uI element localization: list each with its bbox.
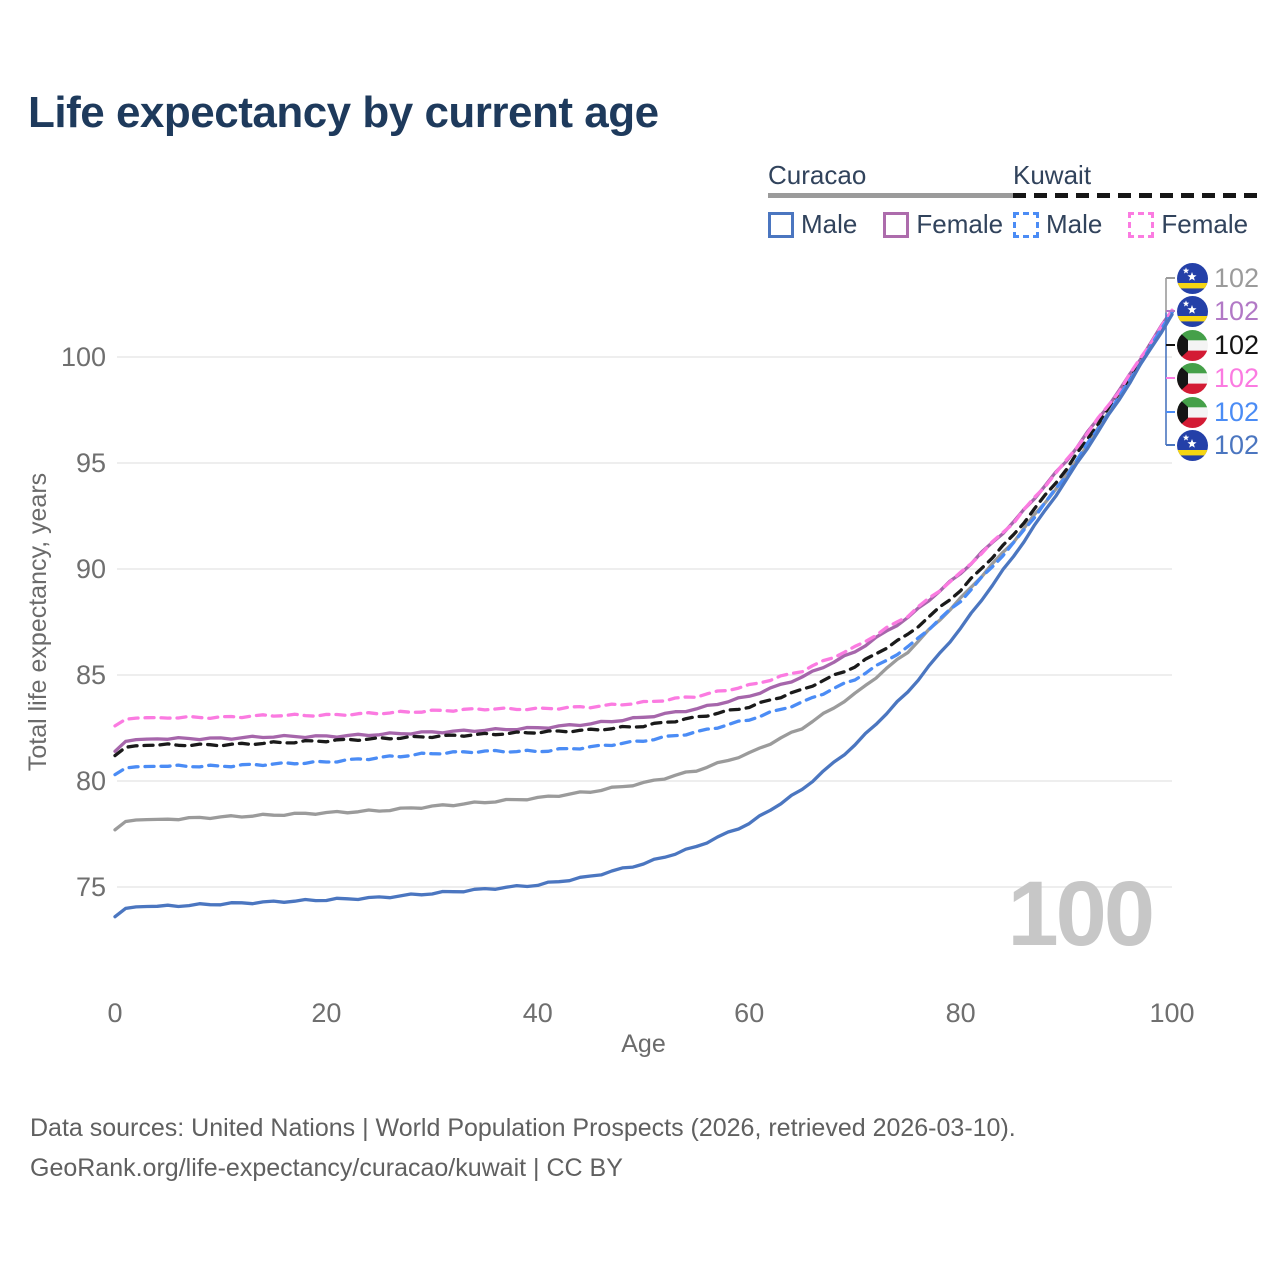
- kuwait-flag-icon: [1177, 329, 1208, 361]
- series-line-curacao-male: [113, 312, 1174, 919]
- y-tick-label: 100: [61, 342, 106, 372]
- y-tick-label: 95: [76, 448, 106, 478]
- page-title: Life expectancy by current age: [28, 88, 659, 137]
- legend-group-kuwait: Kuwait Male Female: [1013, 160, 1265, 240]
- curacao-total-line-swatch: [768, 193, 1020, 198]
- end-label-row[interactable]: 102: [1177, 262, 1259, 295]
- end-label-row[interactable]: 102: [1177, 429, 1259, 462]
- curacao-female-swatch-icon: [883, 211, 910, 238]
- y-tick-label: 85: [76, 660, 106, 690]
- legend-item-label: Male: [801, 209, 858, 239]
- legend-item-label: Male: [1046, 209, 1103, 239]
- x-tick-label: 0: [107, 998, 122, 1028]
- end-label-value: 102: [1214, 329, 1260, 360]
- x-tick-label: 60: [734, 998, 764, 1028]
- legend-item-kuwait-male[interactable]: Male: [1013, 209, 1102, 240]
- data-sources-line: Data sources: United Nations | World Pop…: [30, 1114, 1016, 1142]
- legend-item-curacao-female[interactable]: Female: [883, 209, 1003, 240]
- series-line-curacao-female: [113, 308, 1174, 753]
- end-label-row[interactable]: 102: [1177, 396, 1259, 429]
- age-hover-indicator: 100: [1007, 863, 1155, 965]
- end-label-value: 102: [1214, 262, 1260, 293]
- y-tick-label: 80: [76, 766, 106, 796]
- kuwait-flag-icon: [1177, 362, 1208, 394]
- kuwait-male-swatch-icon: [1013, 211, 1039, 238]
- series-line-kuwait-female: [113, 308, 1174, 728]
- end-label-row[interactable]: 102: [1177, 329, 1259, 362]
- legend-item-label: Female: [916, 209, 1004, 239]
- end-label-value: 102: [1214, 295, 1260, 326]
- legend-item-kuwait-female[interactable]: Female: [1128, 209, 1248, 240]
- y-tick-label: 75: [76, 872, 106, 902]
- y-axis-title: Total life expectancy, years: [24, 473, 52, 771]
- x-axis-title: Age: [621, 1030, 665, 1058]
- legend-group-title-kuwait[interactable]: Kuwait: [1013, 160, 1092, 190]
- legend-group-curacao: Curacao Male Female: [768, 160, 1020, 240]
- end-label-value: 102: [1214, 396, 1260, 427]
- legend-item-curacao-male[interactable]: Male: [768, 209, 857, 240]
- curacao-flag-icon: [1177, 262, 1208, 294]
- series-line-kuwait-both: [113, 310, 1174, 758]
- end-label-row[interactable]: 102: [1177, 295, 1259, 328]
- x-tick-label: 20: [311, 998, 341, 1028]
- end-label-value: 102: [1214, 362, 1260, 393]
- legend-group-title-curacao[interactable]: Curacao: [768, 160, 867, 190]
- series-line-curacao-both: [113, 310, 1174, 832]
- end-label-value: 102: [1214, 429, 1260, 460]
- x-tick-label: 100: [1149, 998, 1194, 1028]
- x-tick-label: 80: [946, 998, 976, 1028]
- end-label-row[interactable]: 102: [1177, 362, 1259, 395]
- y-tick-label: 90: [76, 554, 106, 584]
- legend-item-label: Female: [1161, 209, 1249, 239]
- curacao-flag-icon: [1177, 295, 1208, 327]
- curacao-male-swatch-icon: [768, 211, 794, 238]
- x-tick-label: 40: [523, 998, 553, 1028]
- kuwait-female-swatch-icon: [1128, 211, 1155, 238]
- series-line-kuwait-male: [113, 310, 1174, 777]
- curacao-flag-icon: [1177, 429, 1208, 461]
- kuwait-flag-icon: [1177, 396, 1208, 428]
- footer: Data sources: United Nations | World Pop…: [30, 1108, 1016, 1188]
- attribution-line: GeoRank.org/life-expectancy/curacao/kuwa…: [30, 1154, 623, 1182]
- kuwait-total-line-swatch: [1013, 193, 1265, 198]
